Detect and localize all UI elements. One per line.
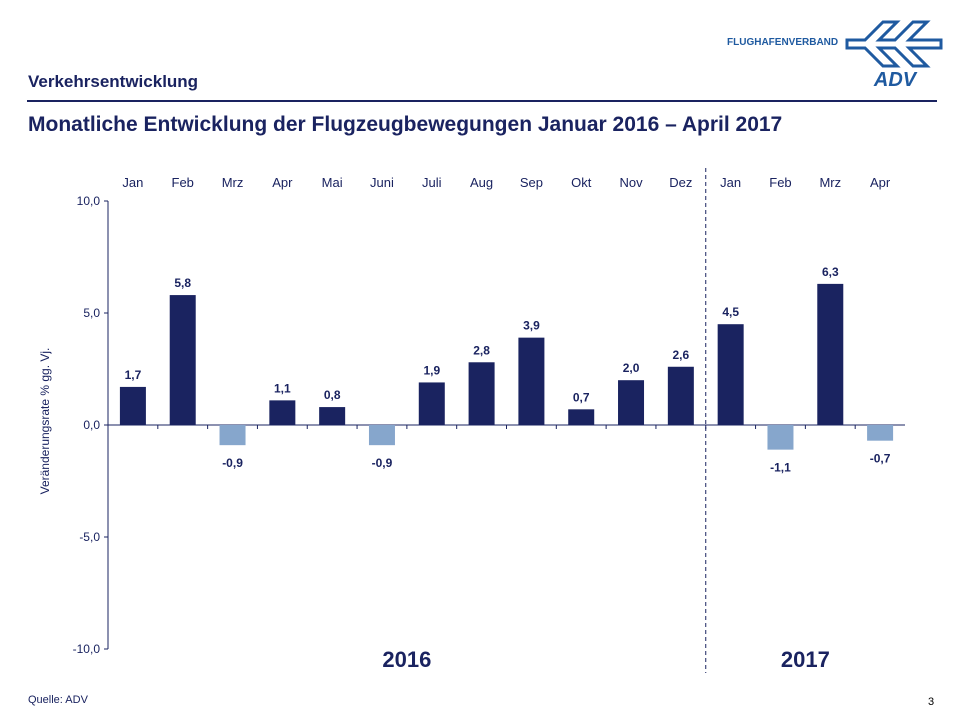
category-label: Sep [520,175,543,190]
category-label: Aug [470,175,493,190]
bar [518,337,545,425]
data-label: 4,5 [722,305,739,319]
data-label: -0,7 [870,452,891,466]
year-label: 2016 [382,647,431,672]
data-label: 0,7 [573,390,590,404]
bar [468,362,495,425]
bar [618,380,645,425]
header-divider [27,100,937,102]
bar [319,407,346,425]
source-note: Quelle: ADV [28,694,88,706]
category-label: Apr [870,175,891,190]
data-label: 2,8 [473,343,490,357]
data-label: 1,9 [423,363,440,377]
section-title: Verkehrsentwicklung [28,72,199,91]
data-label: 5,8 [174,276,191,290]
logo-text: ADV [873,69,918,90]
y-tick-label: 5,0 [83,306,100,320]
category-label: Mrz [222,175,244,190]
y-tick-label: -5,0 [79,530,100,544]
category-label: Mrz [819,175,841,190]
data-label: -0,9 [372,456,393,470]
data-label: 1,7 [125,368,142,382]
adv-logo: ADV [845,20,943,90]
brand-text: FLUGHAFENVERBAND [727,37,839,48]
category-label: Juni [370,175,394,190]
category-label: Nov [619,175,643,190]
bar [867,425,894,441]
bar [169,295,196,425]
y-tick-label: -10,0 [73,642,101,656]
data-label: 2,0 [623,361,640,375]
year-label: 2017 [781,647,830,672]
page-title: Monatliche Entwicklung der Flugzeugbeweg… [28,113,783,136]
data-label: 2,6 [673,348,690,362]
data-label: 0,8 [324,388,341,402]
category-label: Okt [571,175,592,190]
bar [368,425,395,446]
category-label: Feb [769,175,791,190]
data-label: 6,3 [822,265,839,279]
y-tick-label: 10,0 [77,194,101,208]
category-label: Apr [272,175,293,190]
bar [219,425,246,446]
data-label: -1,1 [770,461,791,475]
data-label: -0,9 [222,456,243,470]
bar [767,425,794,450]
bar [667,366,694,425]
bar [717,324,744,425]
category-label: Feb [172,175,194,190]
bar [119,386,146,425]
category-label: Jan [122,175,143,190]
data-label: 1,1 [274,381,291,395]
bar [418,382,445,425]
y-axis-label: Veränderungsrate % gg. Vj. [38,348,52,495]
bar [568,409,595,425]
category-label: Jan [720,175,741,190]
bar [817,283,844,425]
page-number: 3 [928,696,935,708]
category-label: Dez [669,175,692,190]
bar [269,400,296,425]
y-tick-label: 0,0 [83,418,100,432]
category-label: Juli [422,175,442,190]
category-label: Mai [322,175,343,190]
data-label: 3,9 [523,319,540,333]
